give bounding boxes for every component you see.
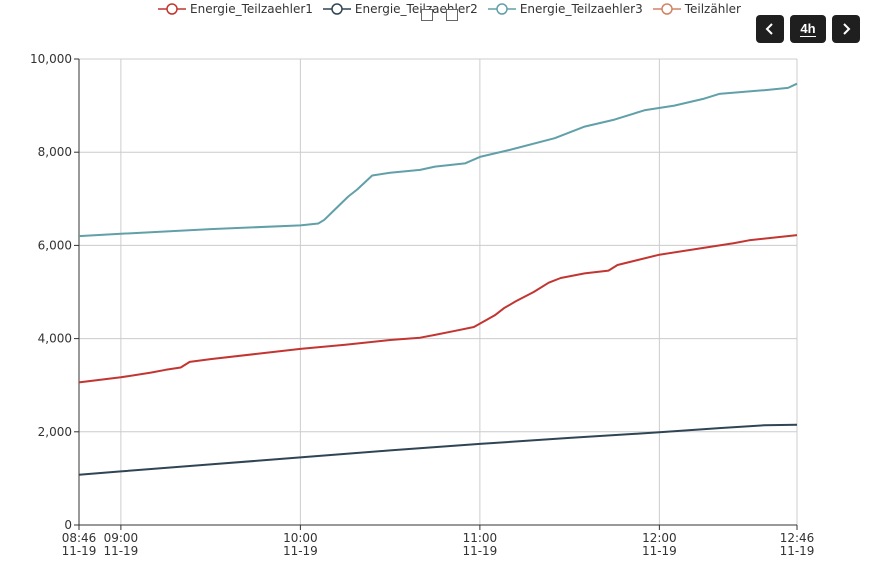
x-tick-label-time: 12:00 — [642, 531, 677, 545]
grid-lines — [79, 58, 798, 525]
legend-swatch-icon — [652, 3, 681, 15]
legend-swatch-icon — [322, 3, 351, 15]
series-line-energie-teilzaehler1 — [78, 234, 798, 384]
x-tick-label-time: 12:46 — [780, 531, 815, 545]
series-lines — [78, 82, 798, 476]
y-tick-label: 6,000 — [38, 238, 72, 252]
chevron-left-icon — [765, 23, 773, 35]
series-line-energie-teilzaehler2 — [78, 423, 798, 476]
y-tick-label: 2,000 — [38, 425, 72, 439]
x-tick-label-time: 10:00 — [283, 531, 318, 545]
x-tick-label-date: 11-19 — [283, 544, 318, 558]
legend-item-teilzaehler[interactable]: Teilzähler — [652, 1, 741, 17]
x-tick-label-time: 08:46 — [62, 531, 97, 545]
legend: Energie_Teilzaehler1 Energie_Teilzaehler… — [158, 1, 741, 17]
legend-item-teilzaehler1[interactable]: Energie_Teilzaehler1 — [158, 1, 313, 17]
chevron-right-icon — [843, 23, 851, 35]
axes: 02,0004,0006,0008,00010,00008:4611-1909:… — [30, 52, 814, 558]
x-tick-label-date: 11-19 — [642, 544, 677, 558]
zoom-reset-icon[interactable] — [446, 9, 458, 21]
x-tick-label-date: 11-19 — [62, 544, 97, 558]
zoom-icon[interactable] — [421, 9, 433, 21]
range-button[interactable]: 4h — [790, 15, 826, 43]
legend-swatch-icon — [158, 3, 186, 15]
previous-range-button[interactable] — [756, 15, 784, 43]
legend-label: Energie_Teilzaehler3 — [519, 2, 643, 16]
legend-swatch-icon — [487, 3, 516, 15]
legend-label: Energie_Teilzaehler2 — [354, 2, 478, 16]
y-tick-label: 0 — [64, 518, 72, 532]
x-tick-label-date: 11-19 — [462, 544, 497, 558]
legend-label: Teilzähler — [684, 2, 741, 16]
next-range-button[interactable] — [832, 15, 860, 43]
y-tick-label: 8,000 — [38, 145, 72, 159]
range-label: 4h — [800, 20, 816, 37]
y-tick-label: 4,000 — [38, 332, 72, 346]
y-tick-label: 10,000 — [30, 52, 72, 66]
legend-label: Energie_Teilzaehler1 — [190, 2, 313, 16]
x-tick-label-date: 11-19 — [103, 544, 138, 558]
series-line-energie-teilzaehler3 — [78, 82, 798, 238]
x-tick-label-date: 11-19 — [780, 544, 815, 558]
x-tick-label-time: 09:00 — [104, 531, 139, 545]
x-tick-label-time: 11:00 — [463, 531, 498, 545]
legend-item-teilzaehler3[interactable]: Energie_Teilzaehler3 — [487, 1, 643, 17]
